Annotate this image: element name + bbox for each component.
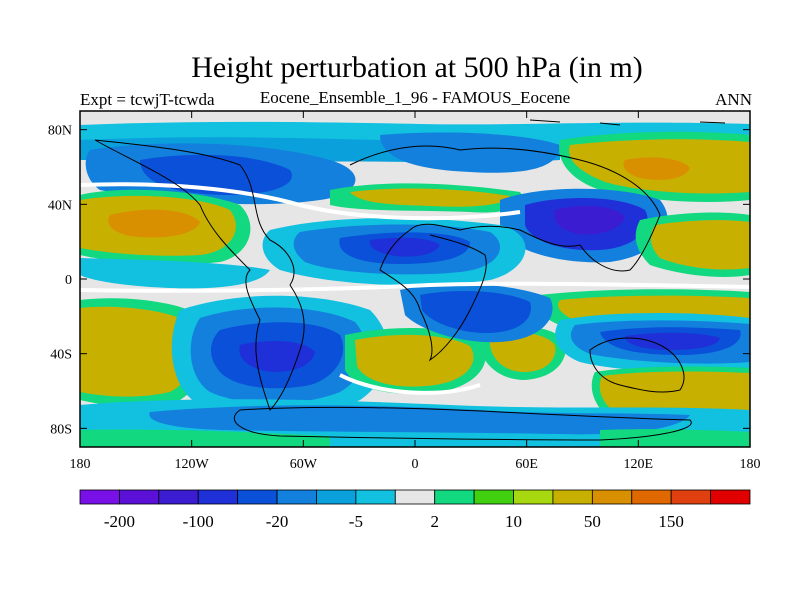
- page-title: Height perturbation at 500 hPa (in m): [191, 51, 643, 84]
- colorbar-swatch: [513, 489, 554, 505]
- lon-tick-label: 180: [740, 457, 761, 472]
- colorbar-labels: -200 -100 -20 -5 2 10 50 150: [104, 512, 684, 531]
- colorbar-label: -100: [183, 512, 214, 531]
- colorbar-swatch: [316, 489, 357, 505]
- lat-tick-label: 40S: [50, 348, 72, 363]
- lon-tick-label: 120W: [175, 457, 210, 472]
- longitude-axis: 180 120W 60W 0 60E 120E 180: [70, 111, 761, 472]
- colorbar-swatch: [631, 489, 672, 505]
- latitude-axis: 80N 40N 0 40S 80S: [48, 124, 750, 437]
- colorbar-label: 50: [584, 512, 601, 531]
- season-label: ANN: [715, 90, 752, 109]
- colorbar-swatch: [473, 489, 514, 505]
- colorbar-swatch: [158, 489, 199, 505]
- colorbar-swatch: [79, 489, 120, 505]
- lon-tick-label: 60W: [290, 457, 318, 472]
- colorbar-swatch: [591, 489, 633, 505]
- colorbar-swatch: [710, 489, 751, 505]
- contour-field: [80, 111, 750, 447]
- colorbar-swatch: [276, 489, 317, 505]
- experiment-label: Expt = tcwjT-tcwda: [80, 90, 215, 109]
- colorbar-swatch: [119, 489, 160, 505]
- colorbar-label: 10: [505, 512, 522, 531]
- lon-tick-label: 120E: [624, 457, 654, 472]
- colorbar-label: -200: [104, 512, 135, 531]
- lat-tick-label: 40N: [48, 198, 72, 213]
- lon-tick-label: 0: [412, 457, 419, 472]
- colorbar-swatch: [670, 489, 711, 505]
- lat-tick-label: 0: [65, 273, 72, 288]
- colorbar-label: 150: [658, 512, 684, 531]
- ensemble-label: Eocene_Ensemble_1_96 - FAMOUS_Eocene: [259, 88, 571, 107]
- colorbar: [79, 489, 751, 505]
- colorbar-swatch: [394, 489, 436, 505]
- colorbar-swatch: [237, 489, 278, 505]
- colorbar-label: -5: [349, 512, 363, 531]
- colorbar-label: 2: [430, 512, 439, 531]
- lat-tick-label: 80N: [48, 124, 72, 139]
- colorbar-swatch: [552, 489, 593, 505]
- lon-tick-label: 180: [70, 457, 91, 472]
- lon-tick-label: 60E: [515, 457, 538, 472]
- colorbar-swatch: [355, 489, 396, 505]
- colorbar-swatch: [434, 489, 475, 505]
- colorbar-swatch: [197, 489, 239, 505]
- lat-tick-label: 80S: [50, 422, 72, 437]
- colorbar-label: -20: [266, 512, 289, 531]
- coastlines: [94, 119, 726, 441]
